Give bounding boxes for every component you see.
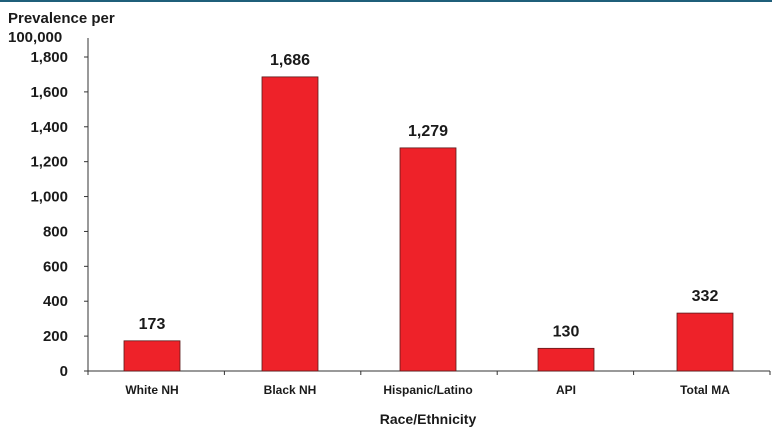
y-tick-label: 600 xyxy=(43,258,68,275)
bar-value-label: 1,686 xyxy=(270,52,310,69)
y-tick-label: 800 xyxy=(43,223,68,240)
y-tick-label: 1,600 xyxy=(30,84,68,101)
y-tick-label: 1,800 xyxy=(30,49,68,66)
bar xyxy=(676,312,734,372)
bar-value-label: 332 xyxy=(692,288,719,305)
bar-value-label: 130 xyxy=(553,323,580,340)
bar-value-label: 173 xyxy=(139,316,166,333)
x-tick-label: White NH xyxy=(125,383,178,397)
y-tick-label: 200 xyxy=(43,328,68,345)
y-tick-label: 1,200 xyxy=(30,154,68,171)
y-tick-group: 0 200 400 600 800 1,000 1,200 1,400 1,600 1,800 xyxy=(30,49,88,380)
bar xyxy=(261,76,319,372)
top-rule xyxy=(0,0,772,2)
bar-group: 173 1,686 1,279 130 332 xyxy=(123,52,734,372)
y-axis-label-line1: Prevalence per xyxy=(8,10,115,27)
x-axis-label: Race/Ethnicity xyxy=(380,411,477,427)
bar xyxy=(399,147,457,372)
y-tick-label: 400 xyxy=(43,293,68,310)
bar xyxy=(123,340,181,372)
x-tick-label: Total MA xyxy=(680,383,730,397)
bar-value-label: 1,279 xyxy=(408,123,448,140)
y-axis-label-line2: 100,000 xyxy=(8,29,62,46)
x-tick-label: Hispanic/Latino xyxy=(383,383,472,397)
x-tick-label: API xyxy=(556,383,576,397)
y-tick-label: 1,000 xyxy=(30,189,68,206)
x-tick-group: White NH Black NH Hispanic/Latino API Total … xyxy=(87,371,771,397)
y-tick-label: 0 xyxy=(60,363,68,380)
x-tick-label: Black NH xyxy=(264,383,317,397)
bar xyxy=(537,347,595,372)
y-tick-label: 1,400 xyxy=(30,119,68,136)
